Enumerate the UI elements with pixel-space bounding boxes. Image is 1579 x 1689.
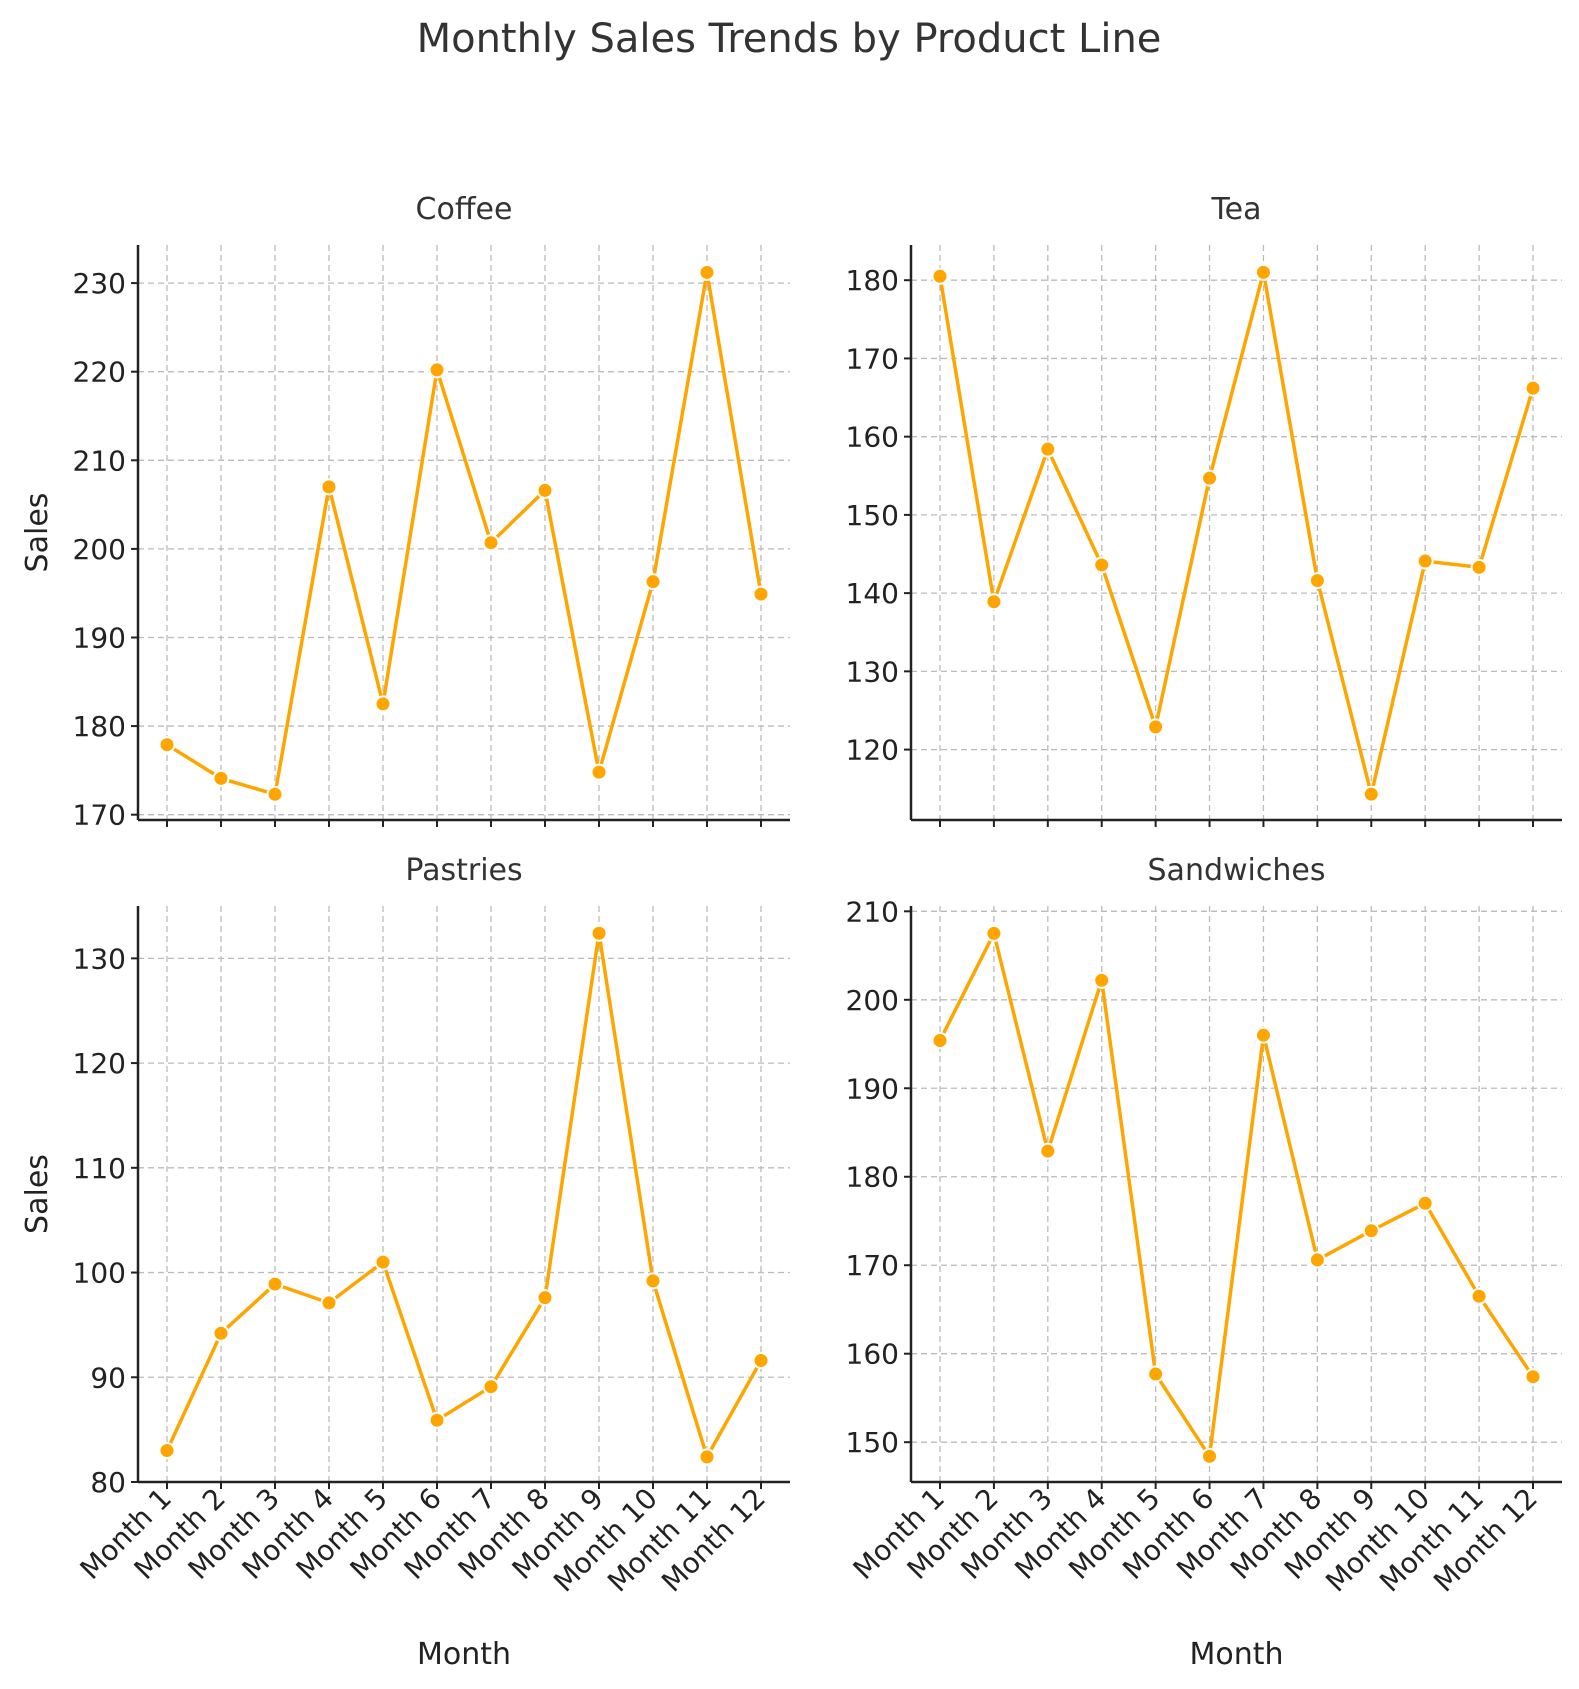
data-point [698, 263, 716, 281]
y-tick-label: 120 [846, 734, 899, 767]
data-point [1524, 379, 1542, 397]
y-tick-label: 200 [73, 533, 126, 566]
data-point [1254, 1026, 1272, 1044]
series-line [938, 270, 1535, 796]
data-point [536, 1289, 554, 1307]
y-tick-label: 90 [90, 1361, 126, 1394]
data-point [1362, 1222, 1380, 1240]
data-point [1254, 263, 1272, 281]
data-point [1093, 971, 1111, 989]
data-point [428, 361, 446, 379]
y-tick-label: 180 [846, 264, 899, 297]
y-tick-label: 180 [73, 710, 126, 743]
data-point [212, 769, 230, 787]
series-line [938, 931, 1535, 1459]
data-point [266, 1275, 284, 1293]
data-point [212, 1324, 230, 1342]
data-point [1147, 718, 1165, 736]
y-axis-label: Sales [20, 493, 55, 573]
y-tick-label: 140 [846, 577, 899, 610]
y-tick-label: 130 [846, 655, 899, 688]
y-tick-label: 160 [846, 421, 899, 454]
data-point [752, 1352, 770, 1370]
panel-title: Tea [1210, 192, 1261, 227]
y-tick-label: 110 [73, 1152, 126, 1185]
data-point [985, 593, 1003, 611]
data-point [1524, 1368, 1542, 1386]
panel-title: Coffee [416, 192, 513, 227]
data-point [1362, 785, 1380, 803]
y-axis-label: Sales [20, 1154, 55, 1234]
data-point [428, 1411, 446, 1429]
y-tick-label: 150 [846, 499, 899, 532]
y-tick-label: 170 [846, 342, 899, 375]
data-point [931, 1031, 949, 1049]
data-point [1308, 1251, 1326, 1269]
data-point [536, 481, 554, 499]
data-point [985, 924, 1003, 942]
y-tick-label: 190 [846, 1072, 899, 1105]
x-axis-label: Month [1189, 1637, 1283, 1672]
panel-tea: 120 130 140 150 160 170 180 Tea [846, 192, 1562, 827]
data-point [482, 1378, 500, 1396]
data-point [1308, 572, 1326, 590]
chart-panels: 170 180 190 200 210 220 230 Coffee Sales 120 130 14… [20, 192, 1562, 1672]
data-point [482, 534, 500, 552]
y-tick-label: 170 [846, 1249, 899, 1282]
series-line [165, 931, 763, 1459]
data-point [1470, 558, 1488, 576]
data-point [158, 736, 176, 754]
y-tick-label: 100 [73, 1257, 126, 1290]
data-point [158, 1442, 176, 1460]
data-point [1470, 1287, 1488, 1305]
data-point [698, 1448, 716, 1466]
y-tick-label: 180 [846, 1161, 899, 1194]
data-point [266, 785, 284, 803]
panel-title: Sandwiches [1148, 853, 1326, 888]
data-point [1093, 556, 1111, 574]
data-point [752, 585, 770, 603]
data-point [1201, 1447, 1219, 1465]
series-line [166, 270, 763, 797]
data-point [1416, 552, 1434, 570]
panel-title: Pastries [405, 853, 522, 888]
data-point [320, 1294, 338, 1312]
y-tick-label: 130 [73, 942, 126, 975]
data-point [1201, 469, 1219, 487]
y-tick-label: 190 [73, 621, 126, 654]
data-point [374, 695, 392, 713]
y-tick-label: 210 [73, 444, 126, 477]
y-tick-label: 120 [73, 1047, 126, 1080]
x-axis-label: Month [417, 1637, 511, 1672]
data-point [1039, 1142, 1057, 1160]
y-tick-label: 170 [73, 799, 126, 832]
data-point [644, 1272, 662, 1290]
y-tick-label: 200 [846, 984, 899, 1017]
y-tick-label: 80 [90, 1466, 126, 1499]
y-tick-label: 150 [846, 1426, 899, 1459]
y-tick-label: 160 [846, 1338, 899, 1371]
data-point [374, 1253, 392, 1271]
data-point [590, 924, 608, 942]
y-tick-label: 220 [73, 356, 126, 389]
data-point [320, 478, 338, 496]
panel-coffee: 170 180 190 200 210 220 230 Coffee Sales [20, 192, 790, 832]
data-point [931, 267, 949, 285]
y-tick-label: 230 [73, 267, 126, 300]
y-tick-label: 210 [846, 895, 899, 928]
data-point [1416, 1194, 1434, 1212]
figure-title: Monthly Sales Trends by Product Line [417, 16, 1162, 62]
data-point [590, 763, 608, 781]
data-point [1039, 440, 1057, 458]
data-point [1147, 1365, 1165, 1383]
data-point [644, 573, 662, 591]
